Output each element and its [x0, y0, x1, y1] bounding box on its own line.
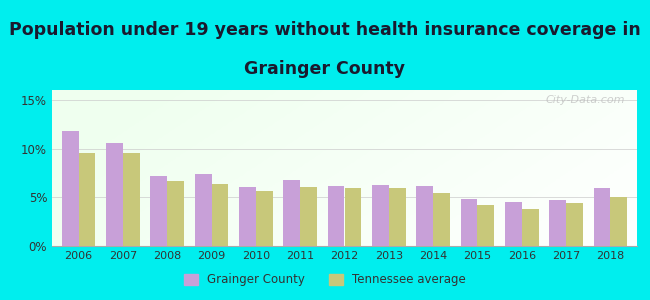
- Bar: [283, 180, 300, 246]
- Bar: [123, 153, 140, 246]
- Bar: [610, 197, 627, 246]
- Bar: [478, 205, 494, 246]
- Bar: [211, 184, 228, 246]
- Text: Grainger County: Grainger County: [244, 60, 406, 78]
- Bar: [549, 200, 566, 246]
- Bar: [461, 199, 478, 246]
- Bar: [62, 131, 79, 246]
- Legend: Grainger County, Tennessee average: Grainger County, Tennessee average: [179, 269, 471, 291]
- Bar: [566, 203, 583, 246]
- Text: Population under 19 years without health insurance coverage in: Population under 19 years without health…: [9, 21, 641, 39]
- Bar: [433, 193, 450, 246]
- Bar: [79, 153, 96, 246]
- Bar: [593, 188, 610, 246]
- Bar: [328, 185, 345, 246]
- Bar: [372, 184, 389, 246]
- Bar: [195, 174, 211, 246]
- Bar: [239, 187, 256, 246]
- Text: City-Data.com: City-Data.com: [546, 95, 625, 105]
- Bar: [167, 181, 184, 246]
- Bar: [522, 209, 539, 246]
- Bar: [416, 185, 433, 246]
- Bar: [505, 202, 522, 246]
- Bar: [300, 187, 317, 246]
- Bar: [150, 176, 167, 246]
- Bar: [106, 143, 123, 246]
- Bar: [344, 188, 361, 246]
- Bar: [389, 188, 406, 246]
- Bar: [256, 191, 273, 246]
